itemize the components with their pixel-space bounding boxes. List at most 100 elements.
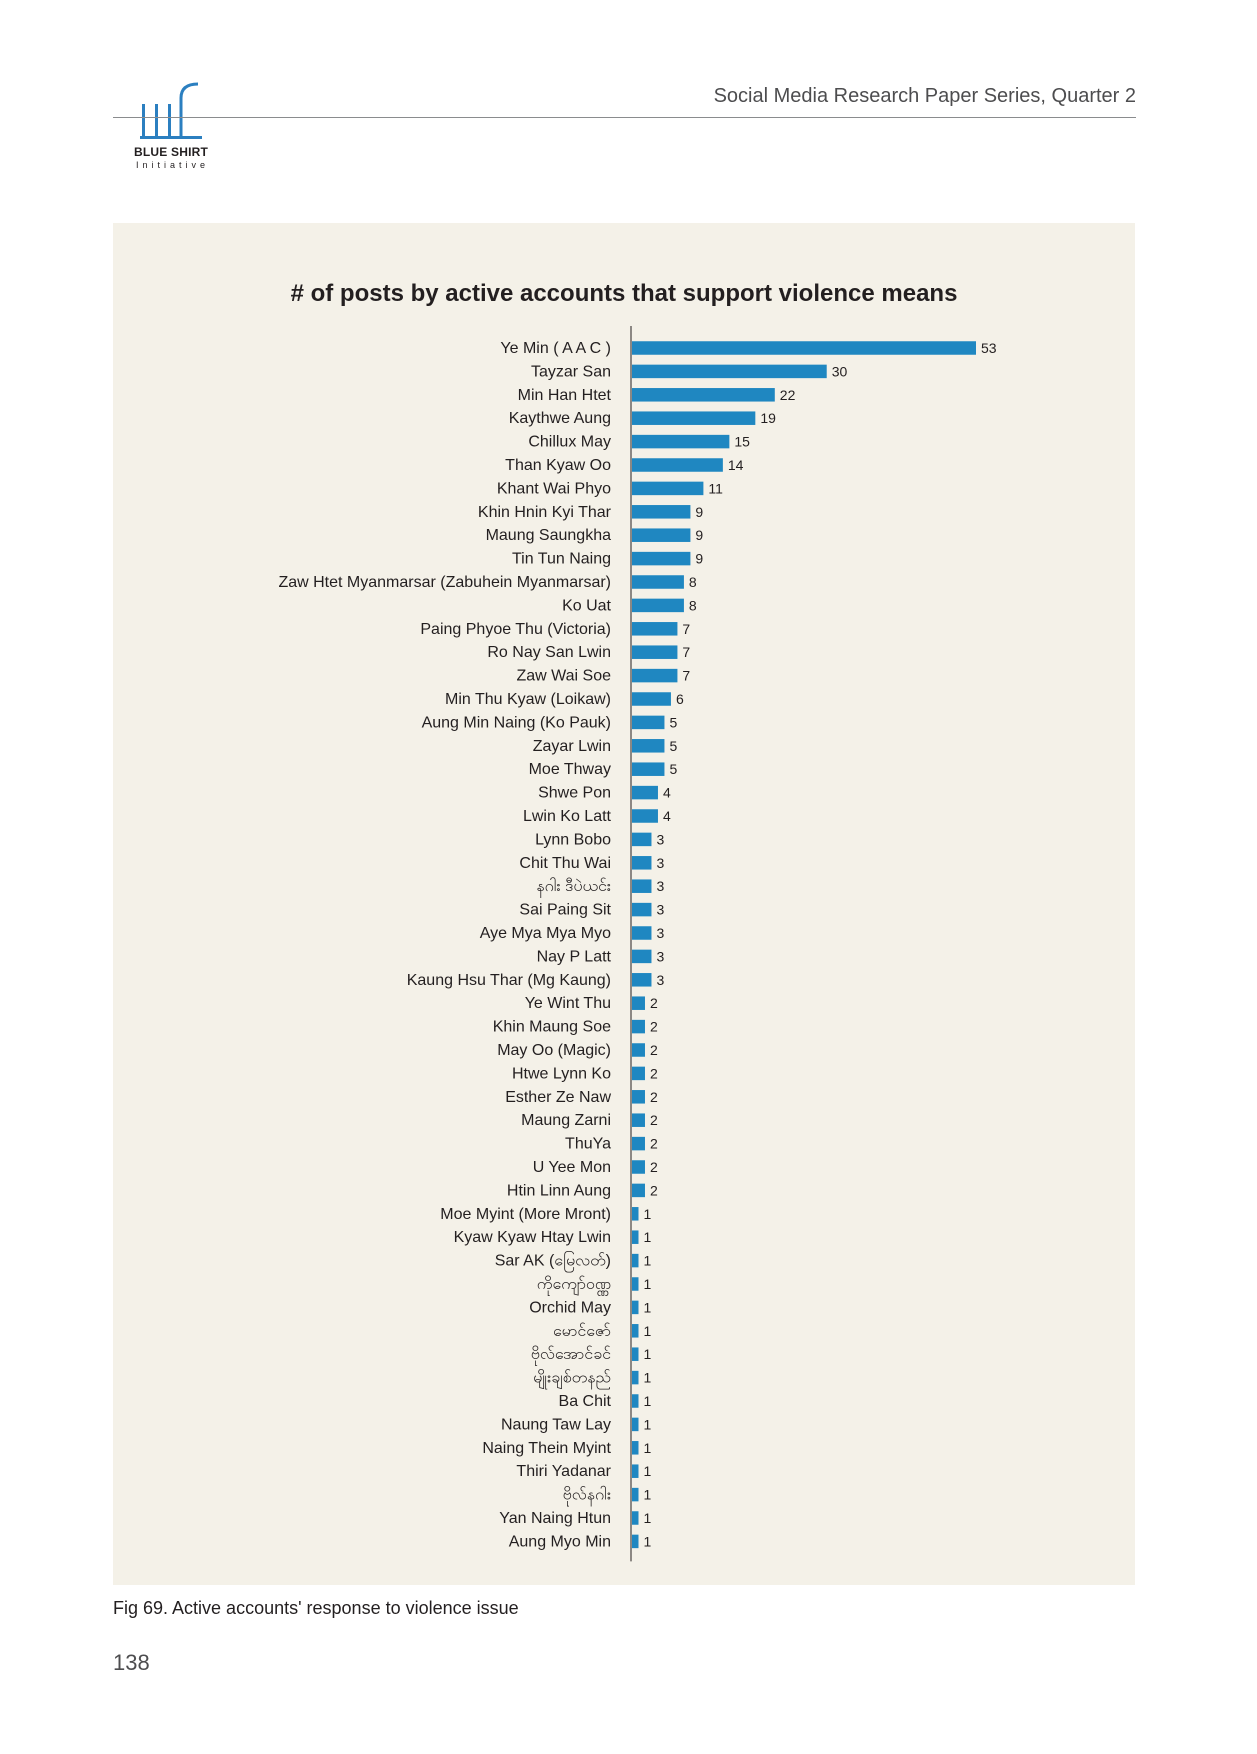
value-label: 9	[695, 527, 703, 543]
category-label: Zaw Htet Myanmarsar (Zabuhein Myanmarsar…	[278, 574, 611, 591]
bar	[632, 1090, 645, 1104]
value-label: 19	[760, 410, 776, 426]
header-rule	[113, 117, 1136, 118]
category-label: Than Kyaw Oo	[505, 457, 611, 474]
blue-shirt-logo: BLUE SHIRT Initiative	[112, 78, 222, 178]
value-label: 3	[656, 878, 664, 894]
value-label: 8	[689, 597, 697, 613]
category-label: May Oo (Magic)	[497, 1042, 611, 1059]
bar	[632, 692, 671, 706]
logo-mark-icon	[140, 82, 202, 139]
category-label: Zayar Lwin	[533, 738, 611, 755]
value-label: 30	[832, 363, 848, 379]
bar	[632, 1300, 639, 1315]
value-label: 2	[650, 1065, 658, 1081]
value-label: 1	[643, 1510, 651, 1526]
bar	[632, 1441, 639, 1455]
category-label: Ba Chit	[559, 1393, 612, 1410]
bar	[632, 434, 730, 449]
category-label: Lynn Bobo	[535, 831, 611, 848]
bar	[632, 902, 652, 917]
category-label: Yan Naing Htun	[499, 1510, 611, 1527]
bar	[632, 388, 775, 402]
category-label: Tin Tun Naing	[512, 551, 611, 568]
value-label: 1	[643, 1346, 651, 1362]
value-label: 2	[650, 1112, 658, 1128]
bar	[632, 739, 665, 753]
bar	[632, 1136, 645, 1151]
value-label: 2	[650, 1089, 658, 1105]
value-label: 5	[669, 738, 677, 754]
category-label: Khant Wai Phyo	[497, 480, 611, 497]
bar	[632, 785, 658, 800]
value-label: 9	[695, 504, 703, 520]
value-label: 7	[682, 644, 690, 660]
category-label: Ye Min ( A A C )	[500, 340, 611, 357]
category-label: Min Han Htet	[518, 387, 612, 404]
page-number: 138	[113, 1650, 150, 1675]
value-label: 8	[689, 574, 697, 590]
bar	[632, 1511, 639, 1525]
category-label: Htin Linn Aung	[507, 1182, 611, 1199]
value-label: 3	[656, 925, 664, 941]
category-label: Naung Taw Lay	[501, 1416, 611, 1433]
logo-subtitle: Initiative	[136, 160, 210, 170]
category-label: Esther Ze Naw	[505, 1089, 611, 1106]
category-label: Aye Mya Mya Myo	[480, 925, 611, 942]
category-label: Kaung Hsu Thar (Mg Kaung)	[407, 972, 611, 989]
category-label: Sar AK (မြေလတ်)	[495, 1251, 611, 1273]
value-label: 1	[643, 1487, 651, 1503]
category-label: Min Thu Kyaw (Loikaw)	[445, 691, 611, 708]
value-label: 7	[682, 621, 690, 637]
bar	[632, 481, 704, 496]
bar	[632, 949, 652, 964]
bar	[632, 832, 652, 847]
bar	[632, 575, 684, 589]
value-label: 1	[643, 1416, 651, 1432]
bar	[632, 364, 827, 379]
value-label: 2	[650, 1019, 658, 1035]
bar	[632, 528, 691, 542]
value-label: 1	[643, 1323, 651, 1339]
category-label: U Yee Mon	[533, 1159, 611, 1176]
category-label: Moe Thway	[529, 761, 611, 778]
value-label: 1	[643, 1229, 651, 1245]
category-label: Khin Hnin Kyi Thar	[478, 504, 612, 521]
bar	[632, 1394, 639, 1408]
value-label: 3	[656, 948, 664, 964]
category-label: Kyaw Kyaw Htay Lwin	[454, 1229, 611, 1246]
value-label: 1	[643, 1463, 651, 1479]
bar	[632, 668, 678, 683]
logo-name: BLUE SHIRT	[134, 145, 208, 159]
bar	[632, 1207, 639, 1221]
category-label: Ko Uat	[562, 597, 611, 614]
bar	[632, 973, 652, 987]
value-label: 4	[663, 808, 671, 824]
category-label: Kaythwe Aung	[509, 410, 611, 427]
bar	[632, 879, 652, 893]
value-label: 2	[650, 995, 658, 1011]
bar	[632, 1534, 639, 1549]
bar	[632, 1324, 639, 1338]
bar	[632, 1464, 639, 1478]
category-label: Ro Nay San Lwin	[487, 644, 611, 661]
bar	[632, 505, 691, 519]
category-label: နဂါး ဒီပဲယင်း	[536, 877, 611, 898]
category-label: ThuYa	[565, 1136, 611, 1153]
bar	[632, 622, 678, 636]
value-label: 1	[643, 1533, 651, 1549]
value-label: 3	[656, 855, 664, 871]
category-label: Paing Phyoe Thu (Victoria)	[420, 621, 611, 638]
bar	[632, 762, 665, 776]
value-label: 2	[650, 1159, 658, 1175]
value-label: 2	[650, 1136, 658, 1152]
value-label: 53	[981, 340, 997, 356]
bar	[632, 1277, 639, 1291]
category-label: Khin Maung Soe	[493, 1019, 611, 1036]
bar	[632, 1417, 639, 1432]
bar	[632, 645, 678, 659]
value-label: 2	[650, 1042, 658, 1058]
category-label: Thiri Yadanar	[516, 1463, 611, 1480]
category-label: Ye Wint Thu	[525, 995, 611, 1012]
bar	[632, 1370, 639, 1385]
